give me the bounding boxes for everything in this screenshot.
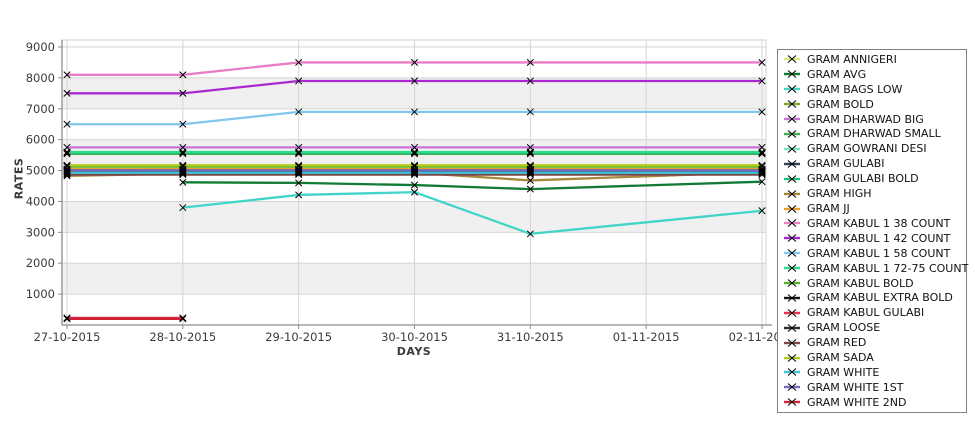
legend-item-label: GRAM WHITE — [807, 365, 880, 379]
legend-item: GRAM SADA — [778, 351, 966, 365]
legend-item-label: GRAM RED — [807, 336, 867, 350]
y-tick-label: 2000 — [26, 256, 55, 270]
legend-line-x-icon — [784, 115, 800, 123]
legend-item: GRAM DHARWAD BIG — [778, 112, 966, 126]
legend-line-x-icon — [784, 85, 800, 94]
legend-line-x-icon — [784, 308, 800, 317]
legend-line-x-icon — [784, 294, 800, 302]
legend-item: GRAM KABUL 1 38 COUNT — [778, 216, 966, 230]
legend-item-label: GRAM WHITE 1ST — [807, 380, 904, 394]
legend-item: GRAM KABUL 1 72-75 COUNT — [778, 261, 969, 275]
legend-item-label: GRAM KABUL 1 72-75 COUNT — [807, 261, 969, 275]
legend-item: GRAM BOLD — [778, 97, 966, 111]
series-lines — [66, 61, 763, 320]
legend-line-x-icon — [784, 159, 800, 168]
legend-item-label: GRAM JJ — [807, 202, 850, 216]
legend-item: GRAM GOWRANI DESI — [778, 142, 966, 156]
legend-line-x-icon — [784, 100, 800, 109]
y-tick-label: 4000 — [26, 194, 55, 208]
legend-line-x-icon — [784, 174, 800, 183]
legend-item-label: GRAM GOWRANI DESI — [807, 142, 927, 156]
legend-line-x-icon — [784, 249, 800, 258]
legend-item-label: GRAM ANNIGERI — [807, 52, 897, 66]
legend-item-label: GRAM BAGS LOW — [807, 82, 903, 96]
legend-line-x-icon — [784, 264, 800, 273]
legend-item-label: GRAM KABUL 1 42 COUNT — [807, 231, 951, 245]
x-tick-label: 31-10-2015 — [497, 330, 564, 344]
legend-item: GRAM AVG — [778, 67, 966, 81]
legend-item-label: GRAM GULABI — [807, 157, 885, 171]
y-tick-label: 6000 — [26, 133, 55, 147]
legend-line-x-icon — [784, 219, 800, 228]
legend-item-label: GRAM LOOSE — [807, 321, 881, 335]
y-axis-title: RATES — [12, 157, 26, 200]
legend-line-x-icon — [784, 234, 800, 243]
y-tick-label: 1000 — [26, 287, 55, 301]
legend-line-x-icon — [784, 279, 800, 287]
legend-item-label: GRAM DHARWAD SMALL — [807, 127, 941, 141]
y-tick-label: 9000 — [26, 40, 55, 54]
legend-item-label: GRAM AVG — [807, 67, 867, 81]
legend-item-label: GRAM GULABI BOLD — [807, 172, 919, 186]
legend-line-x-icon — [784, 70, 800, 79]
legend-item-label: GRAM KABUL 1 58 COUNT — [807, 246, 951, 260]
legend-item: GRAM GULABI — [778, 157, 966, 171]
legend-line-x-icon — [784, 189, 800, 198]
legend-item: GRAM GULABI BOLD — [778, 172, 966, 186]
legend-item-label: GRAM KABUL EXTRA BOLD — [807, 291, 953, 305]
legend-item: GRAM BAGS LOW — [778, 82, 966, 96]
legend-item: GRAM KABUL 1 58 COUNT — [778, 246, 966, 260]
legend-line-x-icon — [784, 398, 800, 407]
x-tick-label: 28-10-2015 — [149, 330, 216, 344]
legend-item: GRAM LOOSE — [778, 321, 966, 335]
legend-item: GRAM DHARWAD SMALL — [778, 127, 966, 141]
legend-line-x-icon — [784, 368, 800, 377]
legend-item-label: GRAM BOLD — [807, 97, 874, 111]
legend-item: GRAM KABUL EXTRA BOLD — [778, 291, 966, 305]
x-tick-label: 27-10-2015 — [34, 330, 101, 344]
legend-line-x-icon — [784, 145, 800, 153]
legend-box: GRAM ANNIGERI GRAM AVG GRAM BAGS LOW GRAM B… — [777, 49, 969, 413]
y-tick-label: 5000 — [26, 164, 55, 178]
series-line-gram-kabul-1-58-count — [67, 110, 762, 126]
legend-line-x-icon — [784, 204, 800, 213]
x-tick-label: 29-10-2015 — [265, 330, 332, 344]
legend-line-x-icon — [784, 130, 800, 138]
legend-item-label: GRAM SADA — [807, 351, 874, 365]
legend-line-x-icon — [784, 338, 800, 347]
legend-item-label: GRAM KABUL 1 38 COUNT — [807, 216, 951, 230]
x-axis-title: DAYS — [396, 345, 432, 358]
legend-item: GRAM KABUL BOLD — [778, 276, 966, 290]
y-tick-label: 3000 — [26, 225, 55, 239]
legend-item-label: GRAM WHITE 2ND — [807, 395, 907, 409]
legend-item: GRAM WHITE 1ST — [778, 380, 966, 394]
legend-item: GRAM HIGH — [778, 187, 966, 201]
data-point-markers — [63, 58, 766, 323]
legend-item: GRAM KABUL GULABI — [778, 306, 966, 320]
legend-item: GRAM JJ — [778, 202, 966, 216]
series-line-gram-kabul-1-42-count — [67, 79, 762, 95]
legend-item-label: GRAM KABUL GULABI — [807, 306, 925, 320]
legend-line-x-icon — [784, 55, 800, 64]
legend-line-x-icon — [784, 383, 800, 392]
legend-item-label: GRAM HIGH — [807, 187, 872, 201]
legend-item: GRAM WHITE 2ND — [778, 395, 966, 409]
y-tick-label: 8000 — [26, 71, 55, 85]
legend-item: GRAM ANNIGERI — [778, 52, 966, 66]
legend-item-label: GRAM KABUL BOLD — [807, 276, 914, 290]
y-tick-label: 7000 — [26, 102, 55, 116]
legend-item: GRAM KABUL 1 42 COUNT — [778, 231, 966, 245]
legend-item: GRAM WHITE — [778, 365, 966, 379]
legend-line-x-icon — [784, 323, 800, 332]
legend-item-label: GRAM DHARWAD BIG — [807, 112, 924, 126]
series-line-gram-kabul-1-38-count — [67, 61, 762, 76]
legend-line-x-icon — [784, 353, 800, 362]
x-tick-label: 30-10-2015 — [381, 330, 448, 344]
legend-item: GRAM RED — [778, 336, 966, 350]
x-tick-label: 01-11-2015 — [613, 330, 680, 344]
